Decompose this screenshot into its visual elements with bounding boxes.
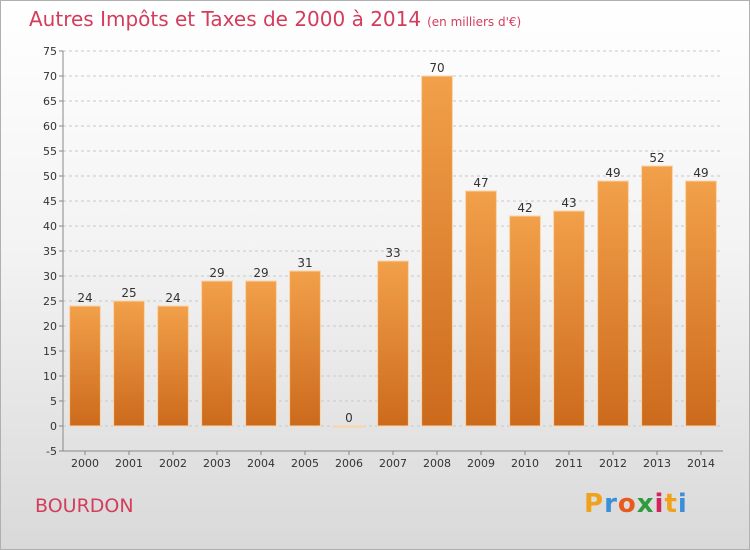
data-label-2013: 52 — [649, 151, 664, 165]
y-tick-label: 40 — [43, 220, 57, 233]
data-label-2011: 43 — [561, 196, 576, 210]
bar-2007 — [377, 260, 409, 427]
y-tick-label: 5 — [50, 395, 57, 408]
x-tick-label-2012: 2012 — [599, 457, 627, 470]
x-tick-label-2005: 2005 — [291, 457, 319, 470]
y-tick-label: 35 — [43, 245, 57, 258]
y-tick-label: -5 — [46, 445, 57, 458]
y-tick-label: 75 — [43, 45, 57, 58]
logo-letter: P — [584, 489, 605, 519]
bar-2013 — [641, 165, 673, 427]
bar-2014 — [685, 180, 717, 427]
y-tick-label: 25 — [43, 295, 57, 308]
place-name: BOURDON — [35, 495, 134, 517]
bar-2004 — [245, 280, 277, 427]
x-tick-label-2001: 2001 — [115, 457, 143, 470]
x-tick-label-2007: 2007 — [379, 457, 407, 470]
bar-2002 — [157, 305, 189, 427]
y-tick-label: 70 — [43, 70, 57, 83]
data-label-2000: 24 — [77, 291, 92, 305]
x-tick-label-2010: 2010 — [511, 457, 539, 470]
bar-2012 — [597, 180, 629, 427]
y-tick-label: 60 — [43, 120, 57, 133]
bars — [69, 75, 717, 428]
data-label-2001: 25 — [121, 286, 136, 300]
data-label-2009: 47 — [473, 176, 488, 190]
bar-2008 — [421, 75, 453, 427]
x-tick-label-2011: 2011 — [555, 457, 583, 470]
data-label-2005: 31 — [297, 256, 312, 270]
data-label-2007: 33 — [385, 246, 400, 260]
y-tick-label: 65 — [43, 95, 57, 108]
x-tick-label-2014: 2014 — [687, 457, 715, 470]
data-label-2012: 49 — [605, 166, 620, 180]
bar-2011 — [553, 210, 585, 427]
proxiti-logo[interactable]: Proxiti — [584, 489, 688, 519]
y-tick-label: 10 — [43, 370, 57, 383]
bar-2010 — [509, 215, 541, 427]
data-label-2006: 0 — [345, 411, 353, 425]
x-tick-label-2008: 2008 — [423, 457, 451, 470]
x-tick-label-2002: 2002 — [159, 457, 187, 470]
x-tick-label-2013: 2013 — [643, 457, 671, 470]
chart-subtitle: (en milliers d'€) — [427, 15, 522, 29]
y-tick-label: 0 — [50, 420, 57, 433]
data-label-2008: 70 — [429, 61, 444, 75]
logo-letter: t — [664, 489, 678, 519]
y-tick-labels: -5 0 5 10 15 20 25 30 35 40 45 50 55 60 65 70 75 — [43, 45, 63, 458]
y-tick-label: 15 — [43, 345, 57, 358]
x-tick-label-2000: 2000 — [71, 457, 99, 470]
bar-2003 — [201, 280, 233, 427]
bar-2009 — [465, 190, 497, 427]
logo-letter: i — [654, 489, 665, 519]
y-tick-label: 50 — [43, 170, 57, 183]
bar-2005 — [289, 270, 321, 427]
x-tick-label-2004: 2004 — [247, 457, 275, 470]
bar-2000 — [69, 305, 101, 427]
data-label-2010: 42 — [517, 201, 532, 215]
data-labels: 24 25 24 29 29 31 0 33 70 47 42 43 49 52 49 — [77, 61, 708, 425]
bar-2006 — [333, 425, 365, 428]
y-tick-label: 20 — [43, 320, 57, 333]
logo-letter: i — [677, 489, 688, 519]
x-tick-label-2006: 2006 — [335, 457, 363, 470]
x-tick-label-2009: 2009 — [467, 457, 495, 470]
data-label-2003: 29 — [209, 266, 224, 280]
bar-2001 — [113, 300, 145, 427]
logo-letter: o — [617, 489, 637, 519]
data-label-2014: 49 — [693, 166, 708, 180]
y-tick-label: 30 — [43, 270, 57, 283]
x-tick-label-2003: 2003 — [203, 457, 231, 470]
data-label-2004: 29 — [253, 266, 268, 280]
y-tick-label: 55 — [43, 145, 57, 158]
data-label-2002: 24 — [165, 291, 180, 305]
chart-title: Autres Impôts et Taxes de 2000 à 2014 — [29, 7, 422, 31]
logo-letter: x — [636, 489, 655, 519]
logo-letter: r — [604, 489, 618, 519]
title-block: Autres Impôts et Taxes de 2000 à 2014 (en… — [29, 7, 521, 31]
y-tick-label: 45 — [43, 195, 57, 208]
x-tick-labels: 2000 2001 2002 2003 2004 2005 2006 2007 2008 2009… — [71, 451, 715, 470]
